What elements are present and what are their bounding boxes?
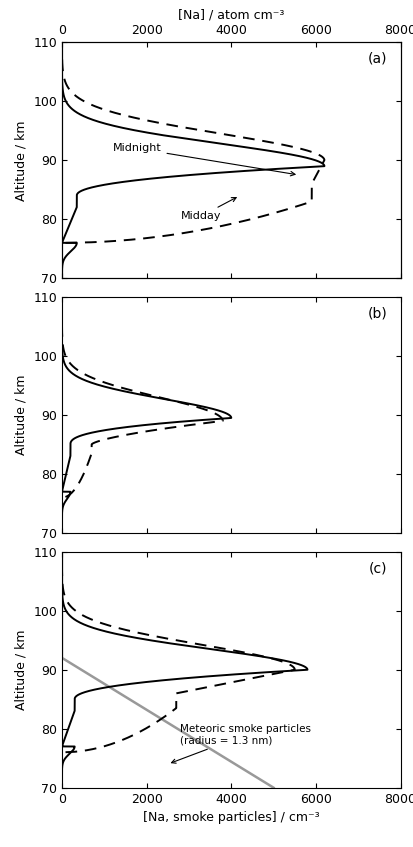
X-axis label: [Na, smoke particles] / cm⁻³: [Na, smoke particles] / cm⁻³	[143, 811, 320, 824]
Text: Midnight: Midnight	[113, 143, 295, 176]
Y-axis label: Altitude / km: Altitude / km	[14, 629, 28, 710]
Y-axis label: Altitude / km: Altitude / km	[14, 374, 28, 456]
X-axis label: [Na] / atom cm⁻³: [Na] / atom cm⁻³	[178, 9, 285, 22]
Text: Midday: Midday	[180, 197, 236, 221]
Y-axis label: Altitude / km: Altitude / km	[14, 120, 28, 201]
Text: (c): (c)	[368, 562, 387, 575]
Text: Meteoric smoke particles
(radius = 1.3 nm): Meteoric smoke particles (radius = 1.3 n…	[171, 724, 311, 763]
Text: (b): (b)	[367, 307, 387, 320]
Text: (a): (a)	[368, 52, 387, 66]
